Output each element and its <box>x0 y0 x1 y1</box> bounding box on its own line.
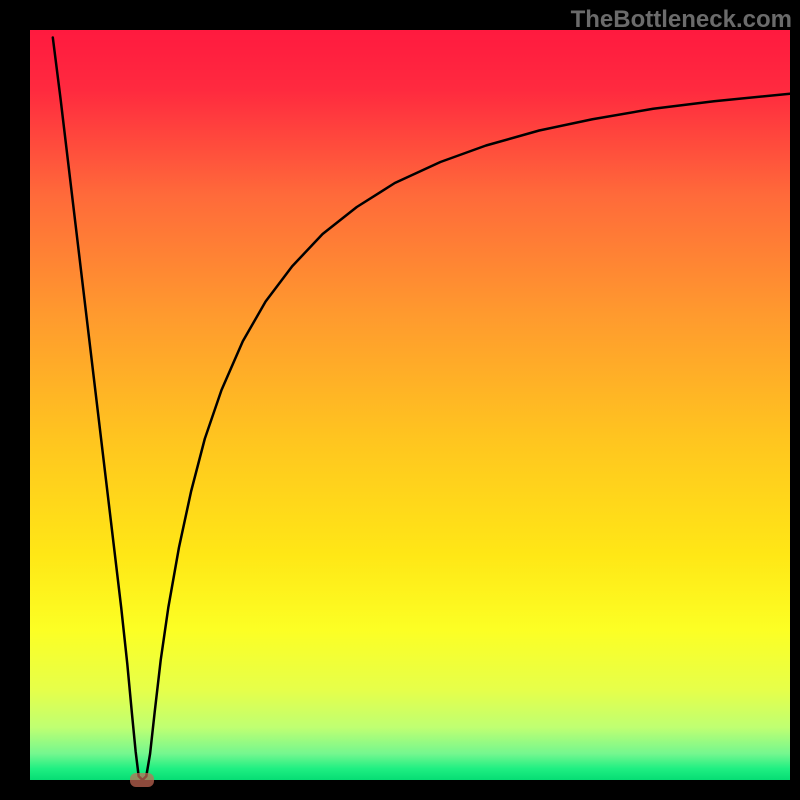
plot-area <box>30 30 790 780</box>
bottleneck-chart: TheBottleneck.com <box>0 0 800 800</box>
bottleneck-curve <box>53 38 790 781</box>
watermark-text: TheBottleneck.com <box>571 6 792 34</box>
bottleneck-minimum-marker <box>130 773 154 787</box>
curve-layer <box>30 30 790 780</box>
